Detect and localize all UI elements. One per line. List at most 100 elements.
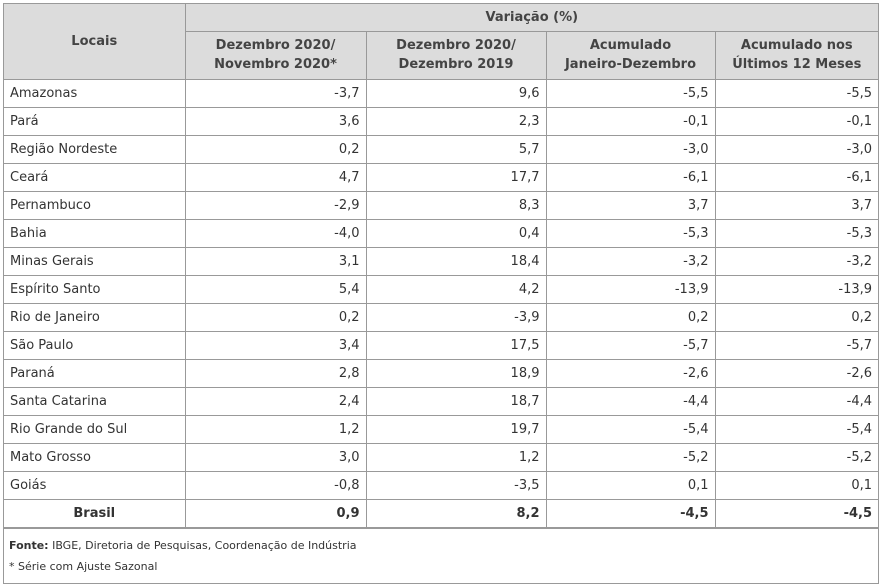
cell-value: 8,3 [365,190,547,220]
cell-value: 3,7 [714,190,879,220]
cell-local: Rio de Janeiro [4,302,186,332]
cell-value: -13,9 [714,274,879,304]
cell-value: -13,9 [545,274,716,304]
data-table-container: Locais Variação (%) Dezembro 2020/Novemb… [3,3,879,584]
cell-value: 2,3 [365,106,547,136]
header-col-acumulado-12-meses: Acumulado nos Últimos 12 Meses [714,30,879,80]
cell-value: 0,9 [184,498,367,528]
cell-value: 18,7 [365,386,547,416]
cell-local: Região Nordeste [4,134,186,164]
table-row: Rio Grande do Sul 1,2 19,7 -5,4 -5,4 [4,414,879,444]
source-note: Fonte: IBGE, Diretoria de Pesquisas, Coo… [9,538,357,552]
table-footer: Fonte: IBGE, Diretoria de Pesquisas, Coo… [4,527,878,583]
table-row: Santa Catarina 2,4 18,7 -4,4 -4,4 [4,386,879,416]
cell-value: -6,1 [545,162,716,192]
cell-value: -2,9 [184,190,367,220]
cell-value: -5,7 [714,330,879,360]
cell-value: -3,2 [714,246,879,276]
cell-value: -4,4 [714,386,879,416]
cell-value: -3,2 [545,246,716,276]
cell-value: 2,8 [184,358,367,388]
cell-value: -5,3 [545,218,716,248]
table-row: Amazonas -3,7 9,6 -5,5 -5,5 [4,79,879,108]
table-row: Bahia -4,0 0,4 -5,3 -5,3 [4,218,879,248]
cell-value: -5,5 [714,79,879,108]
cell-value: 3,0 [184,442,367,472]
cell-value: 3,6 [184,106,367,136]
cell-value: -0,8 [184,470,367,500]
cell-value: 17,7 [365,162,547,192]
cell-value: -0,1 [714,106,879,136]
table-row-total: Brasil 0,9 8,2 -4,5 -4,5 [4,498,879,528]
cell-value: 18,9 [365,358,547,388]
cell-value: 2,4 [184,386,367,416]
cell-value: -2,6 [714,358,879,388]
cell-value: 0,1 [714,470,879,500]
cell-value: -3,0 [545,134,716,164]
table-row: Ceará 4,7 17,7 -6,1 -6,1 [4,162,879,192]
cell-value: 5,4 [184,274,367,304]
cell-value: -2,6 [545,358,716,388]
cell-value: -4,0 [184,218,367,248]
cell-value: 0,2 [714,302,879,332]
cell-value: -5,5 [545,79,716,108]
header-locais: Locais [4,4,186,80]
cell-value: -5,2 [545,442,716,472]
table-row: Rio de Janeiro 0,2 -3,9 0,2 0,2 [4,302,879,332]
cell-value: 9,6 [365,79,547,108]
cell-value: 0,2 [545,302,716,332]
cell-local: Minas Gerais [4,246,186,276]
cell-local: Brasil [4,498,186,528]
table-row: Mato Grosso 3,0 1,2 -5,2 -5,2 [4,442,879,472]
header-col-dez-nov: Dezembro 2020/Novembro 2020* [185,30,367,80]
cell-value: 3,4 [184,330,367,360]
cell-value: -3,0 [714,134,879,164]
table-row: Região Nordeste 0,2 5,7 -3,0 -3,0 [4,134,879,164]
cell-value: -5,4 [545,414,716,444]
cell-value: 18,4 [365,246,547,276]
cell-value: 1,2 [184,414,367,444]
cell-local: Mato Grosso [4,442,186,472]
table-row: Espírito Santo 5,4 4,2 -13,9 -13,9 [4,274,879,304]
cell-value: 4,2 [365,274,547,304]
seasonal-adjustment-note: * Série com Ajuste Sazonal [9,559,158,573]
cell-value: -4,5 [714,498,879,528]
cell-value: -3,5 [365,470,547,500]
cell-value: -3,7 [184,79,367,108]
cell-local: Rio Grande do Sul [4,414,186,444]
cell-local: Santa Catarina [4,386,186,416]
cell-local: Espírito Santo [4,274,186,304]
cell-local: Pará [4,106,186,136]
table-row: Pará 3,6 2,3 -0,1 -0,1 [4,106,879,136]
cell-value: 3,7 [545,190,716,220]
cell-value: 0,2 [184,134,367,164]
table-row: Minas Gerais 3,1 18,4 -3,2 -3,2 [4,246,879,276]
cell-local: Goiás [4,470,186,500]
cell-value: 17,5 [365,330,547,360]
cell-value: -3,9 [365,302,547,332]
cell-local: Ceará [4,162,186,192]
cell-local: Amazonas [4,79,186,108]
table-row: São Paulo 3,4 17,5 -5,7 -5,7 [4,330,879,360]
cell-value: 4,7 [184,162,367,192]
cell-value: 0,2 [184,302,367,332]
header-col-acumulado-jan-dez: Acumulado Janeiro-Dezembro [545,30,716,80]
cell-value: 0,1 [545,470,716,500]
cell-value: 1,2 [365,442,547,472]
cell-value: 0,4 [365,218,547,248]
cell-value: -5,4 [714,414,879,444]
cell-value: 19,7 [365,414,547,444]
cell-value: -5,7 [545,330,716,360]
cell-value: 8,2 [365,498,547,528]
cell-local: Pernambuco [4,190,186,220]
table-row: Paraná 2,8 18,9 -2,6 -2,6 [4,358,879,388]
cell-value: -5,2 [714,442,879,472]
cell-value: -6,1 [714,162,879,192]
cell-local: São Paulo [4,330,186,360]
cell-local: Paraná [4,358,186,388]
table-row: Goiás -0,8 -3,5 0,1 0,1 [4,470,879,500]
cell-value: -4,4 [545,386,716,416]
cell-value: -5,3 [714,218,879,248]
cell-value: 3,1 [184,246,367,276]
cell-value: 5,7 [365,134,547,164]
